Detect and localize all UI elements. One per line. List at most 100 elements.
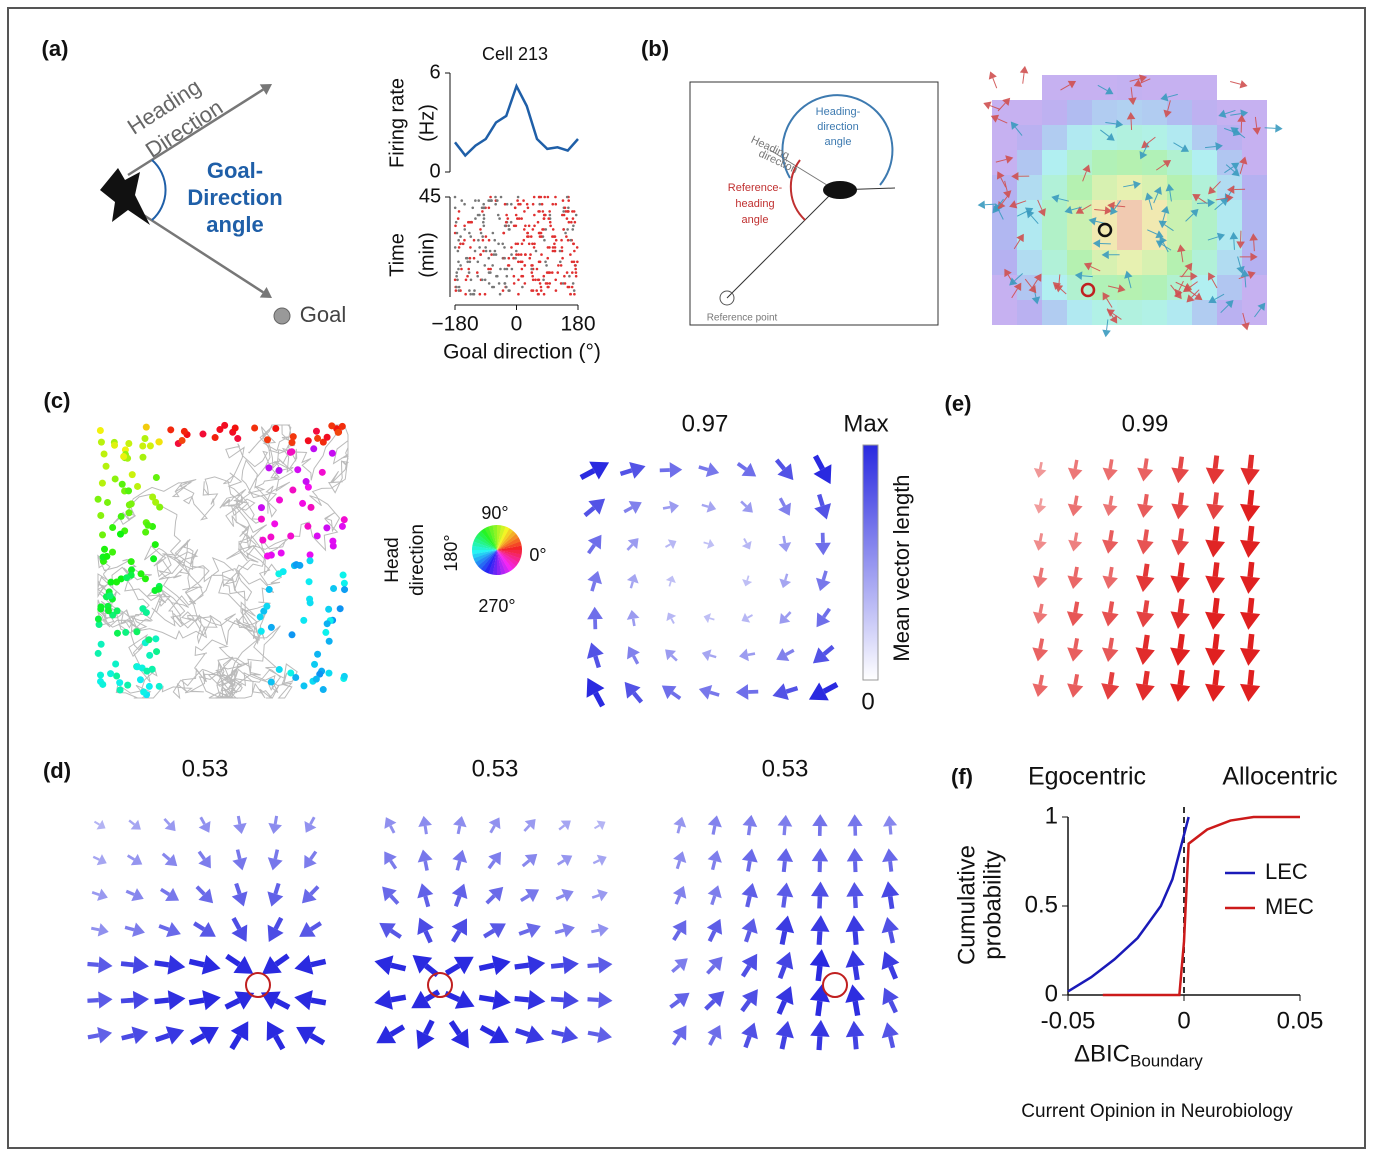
arrow-shaft [1215,526,1217,540]
raster-spike [489,199,492,202]
heat-cell [1217,250,1242,275]
arrow-shaft [1145,459,1147,469]
arrow-shaft [784,536,785,543]
heat-cell [1142,175,1167,200]
raster-spike [463,225,466,228]
y-axis-title: (min) [416,232,438,278]
arrow-shaft [1180,457,1182,469]
heat-cell [1242,200,1267,225]
arrow-shaft [1075,638,1077,648]
spike-dot [152,541,159,548]
spike-dot [120,453,127,460]
arrow-shaft [1234,239,1235,250]
raster-spike [517,293,520,296]
raster-spike [549,214,552,217]
raster-spike [459,235,462,238]
raster-spike [519,261,522,264]
raster-spike [469,221,472,224]
arrow-shaft [425,861,427,870]
raster-spike [547,196,550,199]
wheel-label: 0° [529,545,546,565]
arrow-shaft [189,961,204,964]
arrow-shaft [1180,493,1182,505]
heat-cell [1117,100,1142,125]
spike-dot [137,676,144,683]
heat-cell [1142,275,1167,300]
raster-spike [522,199,525,202]
raster-spike [454,279,457,282]
heat-cell [1142,225,1167,250]
raster-spike [549,225,552,228]
spike-dot [289,487,296,494]
arrow-shaft [1075,496,1077,505]
raster-spike [469,235,472,238]
annotation: heading [735,198,774,210]
annotation: angle [825,136,852,148]
raster-spike [487,268,490,271]
raster-spike [505,275,508,278]
spike-dot [105,607,112,614]
raster-spike [454,196,457,199]
spike-dot [288,631,295,638]
raster-spike [457,250,460,253]
arrow-shaft [782,931,785,944]
arrow-shaft [855,896,856,908]
spike-dot [129,471,136,478]
arrow-shaft [748,654,755,655]
raster-spike [483,207,486,210]
y-axis-title: Time [386,233,408,277]
arrow-shaft [818,966,820,981]
legend-label: MEC [1265,894,1314,919]
heat-cell [1117,150,1142,175]
raster-spike [457,261,460,264]
arrow-shaft [818,1001,820,1016]
raster-spike [454,246,457,249]
raster-spike [553,235,556,238]
spike-dot [257,613,264,620]
raster-spike [515,253,518,256]
goal-angle-label: angle [206,212,263,237]
arrow-shaft [479,965,494,968]
arrow-shaft [1215,456,1217,469]
heat-cell [1067,175,1092,200]
spike-dot [290,433,297,440]
arrow-shaft [713,826,715,835]
raster-spike [494,196,497,199]
heat-cell [1042,225,1067,250]
arrow-shaft [1040,675,1042,685]
raster-spike [527,207,530,210]
spike-dot [339,423,346,430]
raster-spike [471,207,474,210]
annotation: direction [817,121,859,133]
spike-dot [153,474,160,481]
spike-dot [326,638,333,645]
raster-spike [473,289,476,292]
spike-dot [294,466,301,473]
raster-spike [547,246,550,249]
spike-dot [98,439,105,446]
raster-spike [517,279,520,282]
heat-cell [1192,100,1217,125]
raster-spike [572,282,575,285]
arrow-shaft [189,1000,204,1002]
raster-spike [456,232,459,235]
heat-cell [992,175,1017,200]
arrow-shaft [1110,459,1112,469]
raster-spike [566,271,569,274]
heat-cell [1117,175,1142,200]
arrow-shaft [1075,567,1077,577]
spike-dot [341,673,348,680]
raster-spike [551,271,554,274]
spike-dot [142,529,149,536]
wheel-title: direction [407,524,428,596]
arrow-shaft [985,204,996,205]
spike-dot [146,683,153,690]
arrow-shaft [1131,119,1132,130]
spike-dot [95,496,102,503]
raster-spike [494,203,497,206]
raster-spike [507,257,510,260]
raster-spike [502,289,505,292]
raster-spike [572,225,575,228]
spike-dot [276,666,283,673]
raster-spike [573,250,576,253]
